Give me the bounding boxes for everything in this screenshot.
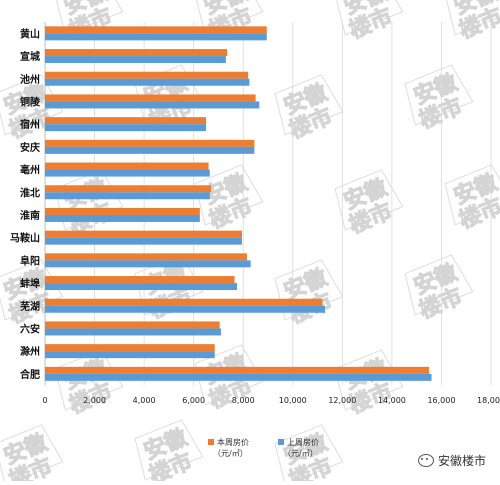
bar-current — [45, 321, 220, 329]
bar-current — [45, 344, 215, 352]
watermark-stamp: 安徽楼市 — [54, 169, 124, 239]
bar-previous — [45, 192, 210, 200]
bar-previous — [45, 283, 238, 291]
legend-swatch-current — [208, 439, 214, 445]
category-label: 池州 — [20, 73, 40, 86]
category-label: 铜陵 — [20, 95, 41, 108]
category-label: 蚌埠 — [20, 277, 40, 290]
category-label: 黄山 — [20, 27, 40, 40]
bar-current — [45, 49, 228, 57]
watermark-stamp: 安徽楼市 — [274, 74, 344, 144]
watermark-stamp: 安徽楼市 — [0, 424, 64, 485]
watermark-stamp: 安徽楼市 — [54, 349, 124, 419]
bar-previous — [45, 305, 325, 313]
watermark-stamp: 安徽楼市 — [334, 349, 404, 419]
x-tick-label: 12,000 — [328, 396, 356, 405]
bar-current — [45, 139, 255, 147]
watermark-stamp: 安徽楼市 — [0, 259, 64, 329]
bar-previous — [45, 56, 226, 64]
category-label: 淮南 — [20, 209, 40, 222]
watermark-stamp: 安徽楼市 — [444, 0, 500, 44]
category-label: 滁州 — [20, 345, 40, 358]
watermark-stamp: 安徽楼市 — [274, 259, 344, 329]
category-label: 合肥 — [19, 368, 40, 381]
x-tick-label: 10,000 — [279, 396, 307, 405]
bar-current — [45, 366, 430, 374]
bar-current — [45, 253, 247, 261]
bar-previous — [45, 214, 200, 222]
bar-previous — [45, 101, 260, 109]
wechat-icon — [418, 454, 434, 467]
legend-label-previous: 上周房价 — [287, 437, 319, 447]
bar-previous — [45, 169, 210, 177]
category-label: 马鞍山 — [10, 232, 40, 245]
legend-unit-previous: （元/㎡） — [283, 449, 318, 458]
x-tick-label: 18,000 — [477, 396, 500, 405]
category-label: 宣城 — [20, 50, 40, 63]
category-label: 淮北 — [20, 186, 40, 199]
bar-current — [45, 276, 235, 284]
x-tick-label: 4,000 — [133, 396, 156, 405]
watermark-stamp: 安徽楼市 — [404, 254, 474, 324]
x-tick-label: 8,000 — [232, 396, 255, 405]
brand-badge: 安徽楼市 — [418, 452, 486, 469]
bar-previous — [45, 373, 432, 381]
x-axis-ticks: 0 2,000 4,000 6,000 8,000 10,000 12,000 14,000 1… — [42, 396, 500, 405]
watermark-stamp: 安徽楼市 — [134, 419, 204, 485]
category-label: 安庆 — [20, 141, 40, 154]
x-tick-label: 6,000 — [182, 396, 205, 405]
bar-current — [45, 230, 242, 238]
category-label: 六安 — [20, 322, 40, 335]
legend-unit-current: （元/㎡） — [213, 449, 248, 458]
bar-previous — [45, 328, 221, 336]
bar-previous — [45, 260, 251, 268]
bar-current — [45, 162, 209, 170]
bar-previous — [45, 78, 250, 86]
bar-previous — [45, 237, 242, 245]
x-tick-label: 16,000 — [427, 396, 455, 405]
bar-previous — [45, 146, 255, 154]
brand-label: 安徽楼市 — [438, 454, 487, 468]
category-label: 阜阳 — [20, 254, 40, 267]
bar-current — [45, 207, 200, 215]
category-label: 亳州 — [20, 164, 40, 177]
watermark-stamp: 安徽楼市 — [0, 74, 64, 144]
watermark-stamp: 安徽楼市 — [334, 169, 404, 239]
x-tick-label: 14,000 — [378, 396, 406, 405]
bar-current — [45, 185, 212, 193]
bar-current — [45, 26, 267, 34]
bar-previous — [45, 33, 267, 41]
watermark-stamp: 安徽楼市 — [334, 0, 404, 44]
bar-current — [45, 71, 249, 79]
legend-label-current: 本周房价 — [217, 437, 249, 447]
watermark-stamp: 安徽楼市 — [404, 64, 474, 134]
bar-previous — [45, 124, 207, 132]
bar-previous — [45, 351, 215, 359]
legend-swatch-previous — [278, 439, 284, 445]
bar-current — [45, 117, 207, 125]
bars-layer — [45, 26, 432, 381]
x-tick-label: 2,000 — [83, 396, 106, 405]
bar-current — [45, 94, 256, 102]
x-tick-label: 0 — [42, 396, 47, 405]
category-label: 宿州 — [20, 118, 40, 131]
category-label: 芜湖 — [20, 300, 40, 313]
legend: 本周房价 （元/㎡） 上周房价 （元/㎡） — [208, 437, 319, 458]
bar-current — [45, 298, 323, 306]
